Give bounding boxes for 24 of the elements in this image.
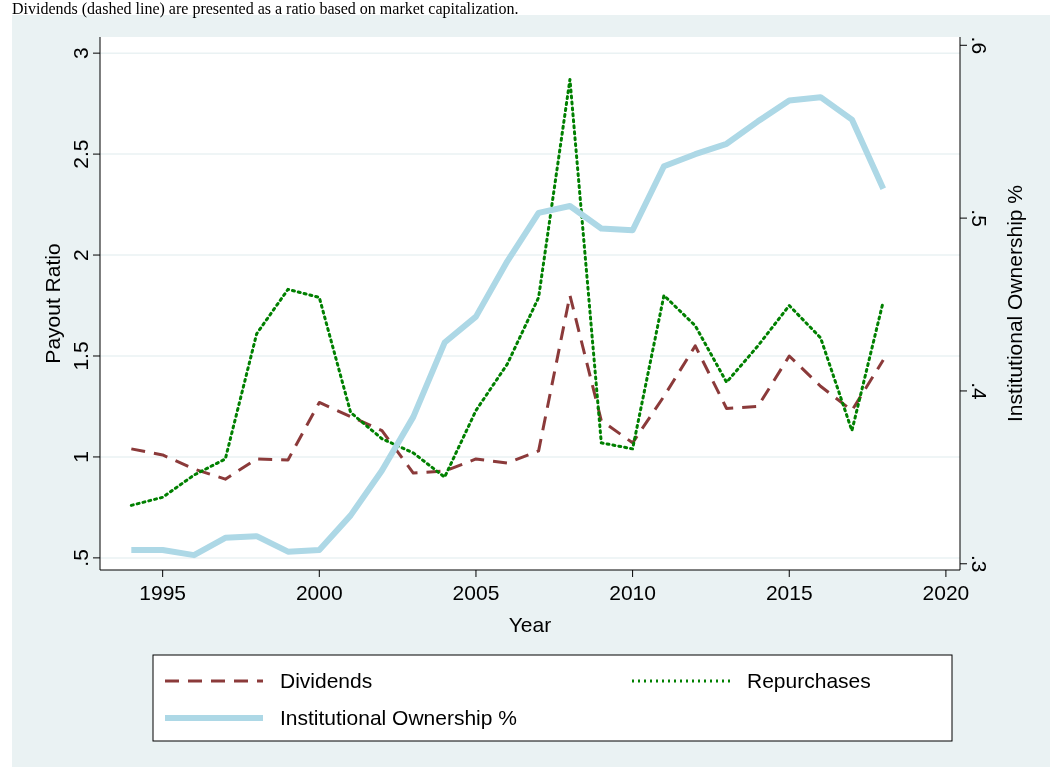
- y2-tick-label: .3: [968, 555, 991, 573]
- y-tick-label: 1: [69, 451, 92, 463]
- text: Dividends (dashed line) are presented as a ratio based on market capitalization.: [12, 0, 519, 18]
- y2-axis-title: Institutional Ownership %: [1003, 185, 1026, 422]
- x-axis-title: Year: [508, 613, 552, 636]
- legend-label: Institutional Ownership %: [280, 706, 517, 729]
- y2-tick-label: .4: [968, 382, 991, 401]
- x-tick-label: 2005: [452, 581, 500, 604]
- legend-label: Repurchases: [747, 669, 871, 692]
- x-tick-label: 2020: [922, 581, 970, 604]
- y-tick-label: .5: [69, 549, 92, 567]
- y2-tick-label: .6: [968, 36, 991, 55]
- y-tick-label: 1.5: [69, 341, 92, 371]
- x-tick-label: 1995: [139, 581, 187, 604]
- line-series: [129, 293, 885, 481]
- y-tick-label: 2: [69, 249, 92, 261]
- y-axis-title: Payout Ratio: [41, 243, 64, 364]
- x-tick-label: 2010: [609, 581, 656, 604]
- y-tick-label: 2.5: [69, 139, 92, 169]
- y2-tick-label: .5: [968, 209, 991, 227]
- y-tick-label: 3: [69, 47, 92, 59]
- x-tick-label: 2015: [765, 581, 813, 604]
- x-tick-label: 2000: [295, 581, 343, 604]
- legend-label: Dividends: [280, 669, 373, 692]
